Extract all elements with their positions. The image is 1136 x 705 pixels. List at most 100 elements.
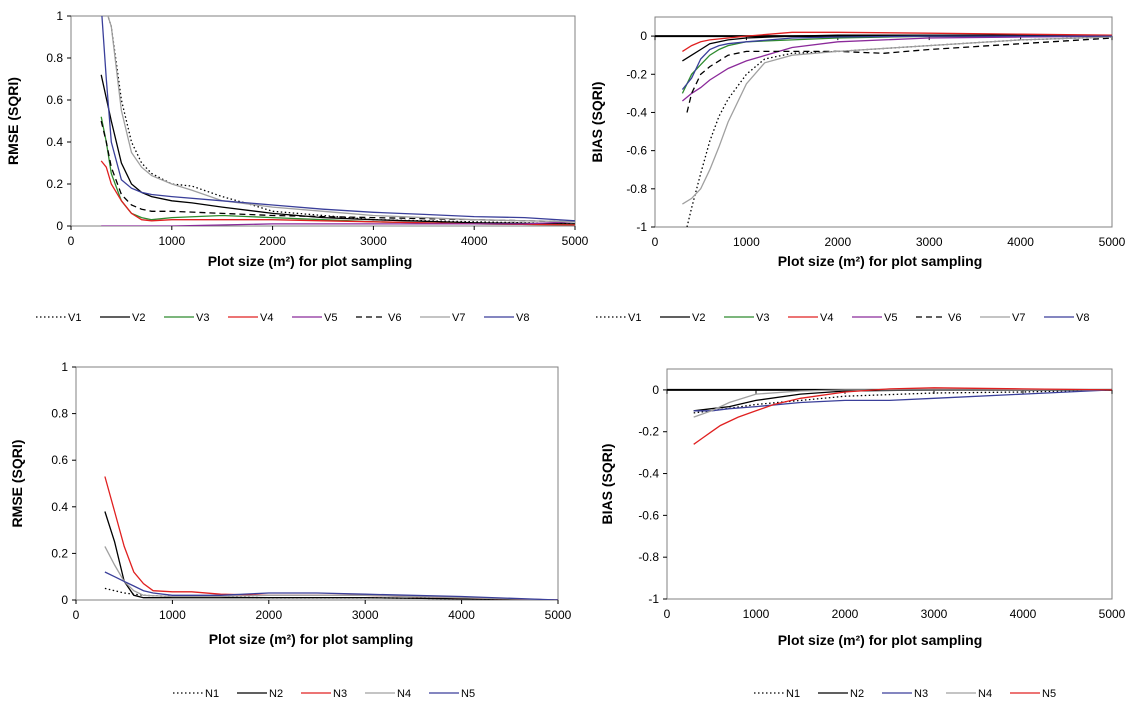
chart3-series-n3: [693, 389, 1112, 412]
chart2-legend-label-n2: N2: [269, 688, 283, 700]
chart2-legend-label-n4: N4: [397, 688, 411, 700]
chart3-xtick-label: 1000: [743, 607, 770, 621]
chart0-ytick-label: 0.8: [46, 51, 63, 65]
chart1-legend-label-v7: V7: [1012, 312, 1025, 324]
chart1-legend-label-v3: V3: [756, 312, 769, 324]
chart3-xtick-label: 0: [664, 607, 671, 621]
chart1-x-axis-label: Plot size (m²) for plot sampling: [778, 253, 983, 269]
chart1-legend-label-v5: V5: [884, 312, 897, 324]
chart0-legend-label-v4: V4: [260, 312, 273, 324]
chart1-series-v5: [681, 35, 1112, 102]
chart0-legend-label-v3: V3: [196, 312, 209, 324]
chart1-xtick-label: 3000: [916, 235, 943, 249]
chart0-ytick-label: 0: [56, 219, 63, 233]
chart1-ytick-label: -0.4: [626, 105, 647, 119]
chart0-xtick-label: 1000: [158, 234, 185, 248]
chart0-series-v3: [100, 116, 575, 226]
chart3-legend-label-n1: N1: [786, 688, 800, 700]
chart2-ytick-label: 0.4: [51, 500, 68, 514]
chart1-xtick-label: 5000: [1099, 235, 1126, 249]
chart2-xtick-label: 1000: [159, 608, 186, 622]
chart0-y-axis-label: RMSE (SQRI): [5, 77, 21, 165]
chart0-ytick-label: 1: [56, 9, 63, 23]
chart1-xtick-label: 0: [652, 235, 659, 249]
chart3-ytick-label: -0.8: [638, 550, 659, 564]
chart0-xtick-label: 3000: [360, 234, 387, 248]
chart1-plot-frame: [654, 16, 1113, 228]
chart2-series-n4: [104, 546, 558, 600]
chart0-legend-label-v5: V5: [324, 312, 337, 324]
chart1-series-v8: [681, 35, 1112, 90]
chart1-series-v3: [681, 35, 1112, 94]
chart3-ytick-label: -1: [648, 592, 659, 606]
chart3-ytick-label: -0.2: [638, 425, 659, 439]
chart1-ytick-label: -1: [636, 220, 647, 234]
chart3-y-axis-label: BIAS (SQRI): [599, 444, 615, 525]
chart0-ytick-label: 0.6: [46, 93, 63, 107]
chart1-legend-label-v2: V2: [692, 312, 705, 324]
chart2-xtick-label: 5000: [545, 608, 572, 622]
chart2-ytick-label: 1: [61, 360, 68, 374]
chart2-plot-frame: [75, 366, 559, 601]
chart2-legend-label-n5: N5: [461, 688, 475, 700]
chart1-legend-label-v1: V1: [628, 312, 641, 324]
chart0-series-v8: [101, 16, 575, 222]
chart1-ytick-label: -0.8: [626, 182, 647, 196]
chart3-ytick-label: -0.4: [638, 467, 659, 481]
chart2-xtick-label: 3000: [352, 608, 379, 622]
chart1-series-v2: [682, 34, 1112, 62]
chart0-legend-label-v2: V2: [132, 312, 145, 324]
chart0-xtick-label: 2000: [259, 234, 286, 248]
chart3-legend-label-n2: N2: [850, 688, 864, 700]
chart2-series-n2: [104, 511, 558, 600]
chart2-ytick-label: 0.8: [51, 407, 68, 421]
chart0-series-v5: [101, 221, 575, 226]
chart1-series-v6: [686, 37, 1112, 113]
chart0-ytick-label: 0.2: [46, 177, 63, 191]
chart2-xtick-label: 0: [73, 608, 80, 622]
chart3-series-n4: [693, 389, 1112, 418]
chart2-xtick-label: 4000: [448, 608, 475, 622]
chart0-legend-label-v1: V1: [68, 312, 81, 324]
chart3-plot-frame: [666, 368, 1113, 600]
chart2-ytick-label: 0: [61, 593, 68, 607]
chart1-y-axis-label: BIAS (SQRI): [589, 82, 605, 163]
chart3-xtick-label: 5000: [1099, 607, 1126, 621]
chart0-x-axis-label: Plot size (m²) for plot sampling: [208, 253, 413, 269]
chart1-legend-label-v4: V4: [820, 312, 833, 324]
chart3-ytick-label: 0: [652, 383, 659, 397]
chart1-ytick-label: -0.2: [626, 67, 647, 81]
chart1-xtick-label: 1000: [733, 235, 760, 249]
chart0-series-v4: [100, 160, 575, 226]
chart2-legend-label-n3: N3: [333, 688, 347, 700]
chart3-legend-label-n5: N5: [1042, 688, 1056, 700]
chart2-xtick-label: 2000: [255, 608, 282, 622]
chart0-series-v6: [100, 120, 575, 223]
chart0-legend-label-v7: V7: [452, 312, 465, 324]
chart2-x-axis-label: Plot size (m²) for plot sampling: [209, 631, 414, 647]
chart1-legend-label-v8: V8: [1076, 312, 1089, 324]
chart3-xtick-label: 4000: [1010, 607, 1037, 621]
chart1-series-v7: [682, 36, 1112, 205]
chart3-legend-label-n4: N4: [978, 688, 992, 700]
chart0-legend-label-v6: V6: [388, 312, 401, 324]
chart3-x-axis-label: Plot size (m²) for plot sampling: [778, 632, 983, 648]
chart0-series-v2: [100, 74, 575, 225]
chart1-ytick-label: 0: [640, 29, 647, 43]
chart0-xtick-label: 0: [68, 234, 75, 248]
chart2-ytick-label: 0.6: [51, 453, 68, 467]
chart2-ytick-label: 0.2: [51, 546, 68, 560]
chart2-legend-label-n1: N1: [205, 688, 219, 700]
chart3-ytick-label: -0.6: [638, 508, 659, 522]
chart1-legend-label-v6: V6: [948, 312, 961, 324]
chart2-series-n5: [104, 571, 558, 600]
chart1-xtick-label: 2000: [824, 235, 851, 249]
chart0-xtick-label: 4000: [461, 234, 488, 248]
chart1-series-v4: [682, 31, 1112, 52]
chart0-ytick-label: 0.4: [46, 135, 63, 149]
chart1-ytick-label: -0.6: [626, 144, 647, 158]
chart0-plot-frame: [70, 15, 576, 227]
chart3-xtick-label: 2000: [832, 607, 859, 621]
chart3-legend-label-n3: N3: [914, 688, 928, 700]
